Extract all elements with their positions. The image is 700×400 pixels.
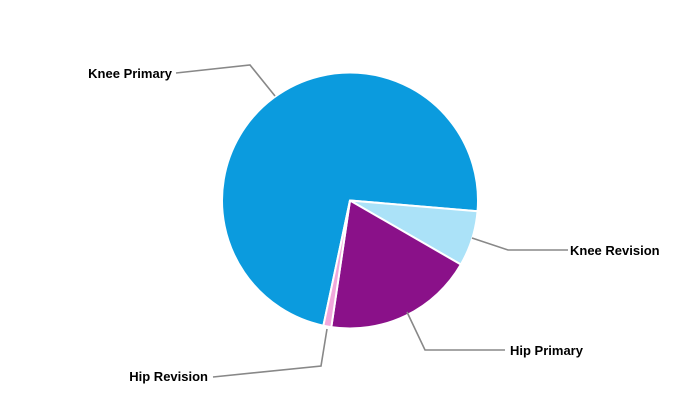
leader-lines <box>175 64 568 378</box>
slice-labels: Knee Primary Knee Revision Hip Primary H… <box>88 66 659 384</box>
pie-slice-knee-primary <box>221 71 479 327</box>
label-knee-revision: Knee Revision <box>570 243 660 258</box>
leader-line-knee-primary <box>175 64 276 97</box>
leader-line-knee-revision <box>471 237 568 251</box>
label-knee-primary: Knee Primary <box>88 66 173 81</box>
label-hip-primary: Hip Primary <box>510 343 584 358</box>
leader-line-hip-primary <box>406 311 505 351</box>
pie-slices <box>221 71 479 330</box>
pie-slice-hip-primary <box>330 199 462 330</box>
pie-slice-hip-revision <box>322 199 351 329</box>
label-hip-revision: Hip Revision <box>129 369 208 384</box>
leader-line-hip-revision <box>212 328 328 378</box>
